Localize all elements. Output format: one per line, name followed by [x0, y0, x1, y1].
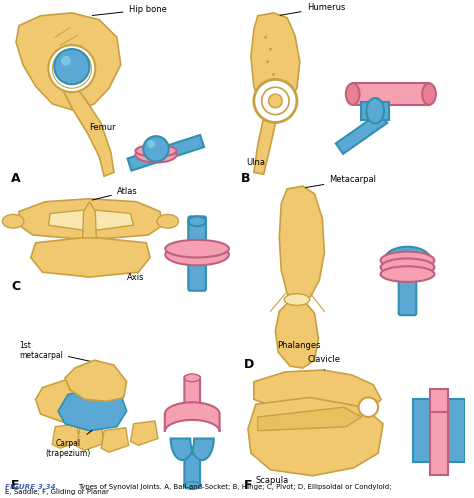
Ellipse shape	[346, 83, 360, 105]
Polygon shape	[36, 378, 117, 424]
Polygon shape	[336, 113, 387, 154]
Polygon shape	[430, 389, 447, 453]
Text: Atlas: Atlas	[92, 187, 137, 200]
Polygon shape	[430, 412, 447, 475]
Ellipse shape	[381, 251, 434, 269]
Polygon shape	[165, 402, 219, 432]
Circle shape	[266, 60, 269, 63]
Text: Carpal
(trapezium): Carpal (trapezium)	[46, 430, 92, 458]
Polygon shape	[279, 186, 324, 300]
Polygon shape	[58, 387, 127, 431]
Circle shape	[143, 136, 169, 161]
Polygon shape	[101, 428, 128, 452]
Circle shape	[264, 36, 267, 39]
Text: E, Saddle; F, Gliding or Planar: E, Saddle; F, Gliding or Planar	[5, 490, 109, 496]
FancyBboxPatch shape	[184, 454, 200, 488]
FancyBboxPatch shape	[184, 376, 200, 414]
Ellipse shape	[188, 217, 206, 226]
Ellipse shape	[165, 240, 229, 257]
Ellipse shape	[381, 266, 434, 282]
Polygon shape	[447, 399, 465, 463]
Polygon shape	[254, 118, 285, 174]
Polygon shape	[16, 13, 121, 111]
Polygon shape	[353, 83, 429, 105]
Ellipse shape	[136, 145, 176, 157]
Polygon shape	[171, 439, 214, 460]
Text: B: B	[241, 172, 251, 185]
Polygon shape	[19, 199, 163, 240]
Polygon shape	[77, 426, 104, 450]
Text: C: C	[11, 280, 20, 293]
Polygon shape	[128, 135, 204, 171]
Polygon shape	[275, 300, 319, 368]
Text: 1st
metacarpal: 1st metacarpal	[19, 341, 91, 362]
Polygon shape	[258, 407, 362, 431]
Polygon shape	[31, 237, 150, 277]
Text: Phalanges: Phalanges	[277, 342, 321, 351]
Ellipse shape	[136, 147, 176, 162]
Circle shape	[54, 49, 90, 84]
Text: FIGURE 3.34.: FIGURE 3.34.	[5, 485, 59, 491]
Ellipse shape	[184, 482, 200, 490]
Circle shape	[269, 85, 272, 88]
Ellipse shape	[2, 215, 24, 228]
Polygon shape	[254, 370, 381, 414]
Text: Hip bone: Hip bone	[92, 5, 166, 15]
Polygon shape	[251, 13, 300, 114]
Polygon shape	[130, 421, 158, 445]
Ellipse shape	[165, 244, 229, 265]
Text: E: E	[11, 480, 20, 493]
Circle shape	[61, 56, 71, 66]
Text: Clavicle: Clavicle	[308, 355, 341, 370]
Circle shape	[269, 94, 282, 108]
Polygon shape	[82, 202, 96, 238]
Ellipse shape	[284, 294, 310, 305]
Text: Humerus: Humerus	[280, 3, 345, 15]
Circle shape	[147, 140, 155, 148]
Circle shape	[358, 397, 378, 417]
Text: Ulna: Ulna	[246, 157, 265, 166]
Polygon shape	[52, 424, 80, 448]
Circle shape	[48, 45, 95, 92]
FancyBboxPatch shape	[188, 217, 206, 291]
Ellipse shape	[384, 247, 431, 274]
Text: Femur: Femur	[90, 124, 116, 132]
Text: Scapula: Scapula	[256, 476, 289, 485]
Ellipse shape	[422, 83, 436, 105]
Text: Types of Synovial Joints. A, Ball-and-Socket; B, Hinge; C, Pivot; D, Ellipsoidal: Types of Synovial Joints. A, Ball-and-So…	[78, 485, 391, 491]
Ellipse shape	[157, 215, 179, 228]
Text: D: D	[244, 358, 255, 371]
Circle shape	[272, 73, 275, 76]
Ellipse shape	[366, 98, 384, 124]
Text: A: A	[11, 172, 21, 185]
Polygon shape	[65, 360, 127, 401]
Text: F: F	[244, 480, 253, 493]
Text: Axis: Axis	[127, 273, 144, 282]
FancyBboxPatch shape	[399, 270, 416, 315]
Polygon shape	[413, 399, 431, 463]
Polygon shape	[48, 210, 134, 231]
Circle shape	[269, 48, 272, 50]
Ellipse shape	[184, 374, 200, 382]
Polygon shape	[62, 82, 114, 176]
Ellipse shape	[381, 258, 434, 276]
Text: Metacarpal: Metacarpal	[306, 175, 376, 188]
Polygon shape	[362, 102, 389, 120]
Polygon shape	[248, 397, 383, 476]
Circle shape	[254, 79, 297, 123]
